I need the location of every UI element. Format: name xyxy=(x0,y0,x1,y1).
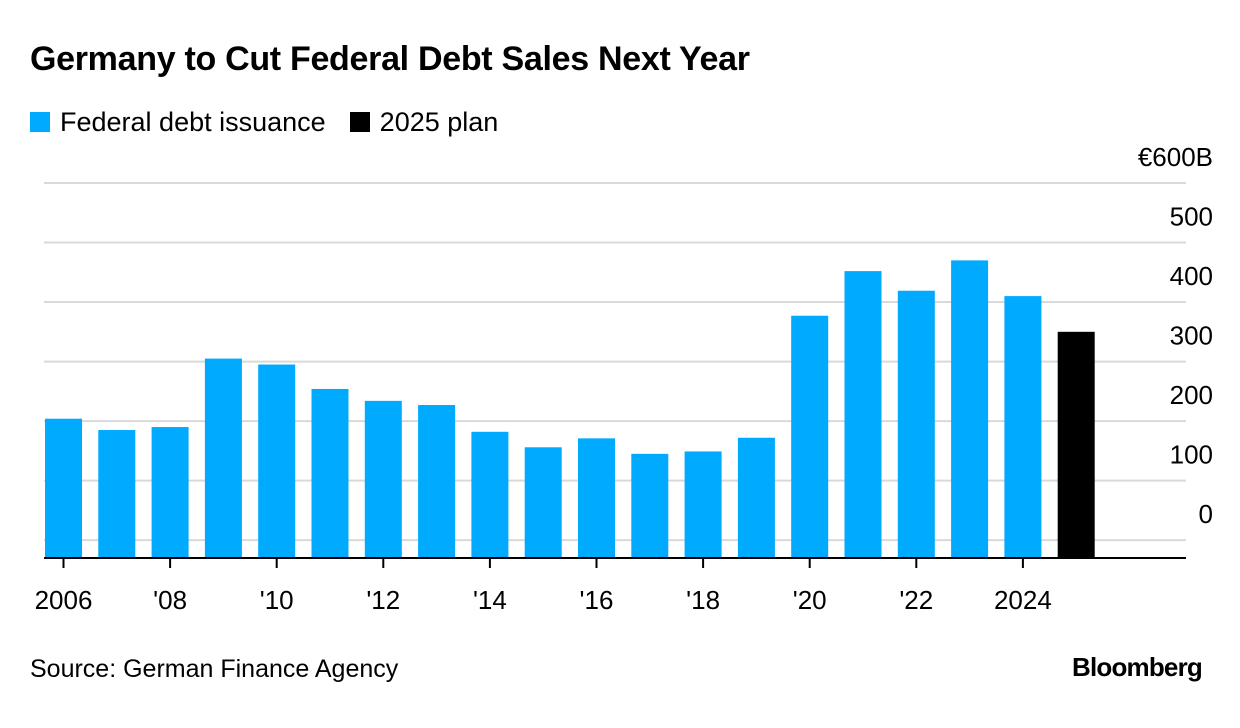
legend-item-plan: 2025 plan xyxy=(349,106,499,138)
y-tick-label-600: €600B xyxy=(1138,142,1213,172)
y-tick-label-100: 100 xyxy=(1170,440,1213,470)
y-tick-label-400: 400 xyxy=(1170,261,1213,291)
bar-issuance-2017 xyxy=(631,453,669,558)
legend-label-plan: 2025 plan xyxy=(379,106,499,137)
bar-issuance-2009 xyxy=(204,358,242,558)
bar-issuance-2010 xyxy=(258,364,296,558)
bar-issuance-2016 xyxy=(578,438,615,558)
x-tick-label-2016: '16 xyxy=(580,585,614,615)
x-tick-label-2010: '10 xyxy=(260,585,294,615)
y-tick-label-500: 500 xyxy=(1170,202,1213,232)
y-tick-label-300: 300 xyxy=(1170,321,1213,351)
legend-label-issuance: Federal debt issuance xyxy=(60,106,326,137)
chart-title: Germany to Cut Federal Debt Sales Next Y… xyxy=(30,40,750,78)
legend: Federal debt issuance 2025 plan xyxy=(30,106,522,138)
x-tick-label-2024: 2024 xyxy=(994,585,1052,615)
bar-issuance-2008 xyxy=(151,427,189,558)
x-tick-label-2020: '20 xyxy=(793,585,827,615)
bar-issuance-2015 xyxy=(524,447,562,558)
bar-issuance-2007 xyxy=(98,430,136,558)
x-tick-label-2022: '22 xyxy=(899,585,933,615)
legend-item-issuance: Federal debt issuance xyxy=(30,107,326,138)
bar-issuance-2018 xyxy=(684,451,722,558)
bar-issuance-2011 xyxy=(311,388,349,558)
bloomberg-logo: Bloomberg xyxy=(1071,652,1203,682)
x-tick-label-2018: '18 xyxy=(686,585,720,615)
y-tick-label-200: 200 xyxy=(1170,380,1213,410)
bar-issuance-2021 xyxy=(844,271,882,558)
x-tick-label-2012: '12 xyxy=(366,585,400,615)
bar-issuance-2020 xyxy=(791,315,829,558)
x-tick-label-2014: '14 xyxy=(473,585,507,615)
x-tick-label-2008: '08 xyxy=(153,585,187,615)
bar-issuance-2012 xyxy=(364,400,402,558)
bar-issuance-2014 xyxy=(471,431,509,558)
bar-issuance-2022 xyxy=(897,290,935,558)
legend-swatch-issuance xyxy=(30,112,50,132)
bar-plan-2025 xyxy=(1057,331,1095,558)
bar-issuance-2023 xyxy=(951,260,989,558)
bar-issuance-2024 xyxy=(1004,296,1042,558)
bar-issuance-2019 xyxy=(737,437,775,558)
x-tick-label-2006: 2006 xyxy=(35,585,93,615)
bar-issuance-2013 xyxy=(418,405,456,558)
source-note: Source: German Finance Agency xyxy=(30,655,399,683)
bar-issuance-2006 xyxy=(45,418,82,558)
legend-swatch-plan xyxy=(349,112,370,132)
y-tick-label-0: 0 xyxy=(1199,499,1213,529)
